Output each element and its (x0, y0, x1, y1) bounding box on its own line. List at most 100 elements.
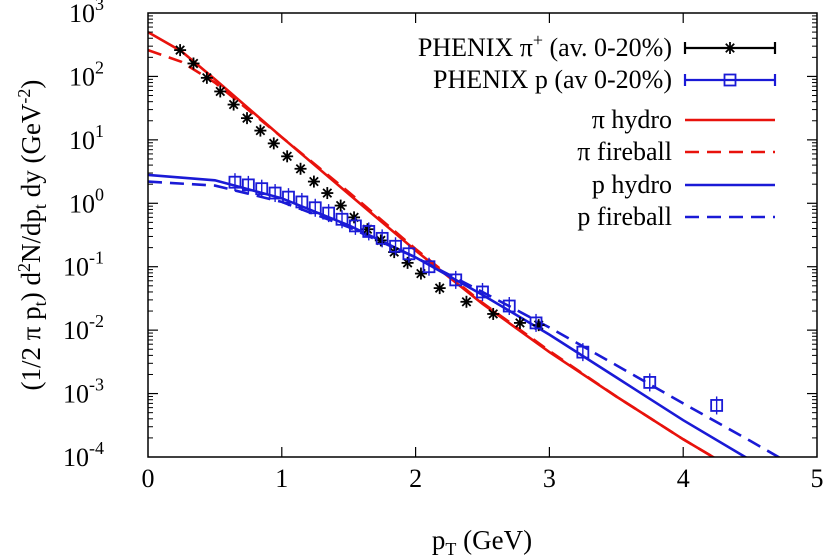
proton-data-point (335, 212, 349, 226)
legend-label-pi-data: PHENIX π+ (av. 0-20%) (418, 30, 672, 62)
x-tick-label: 0 (142, 464, 155, 493)
star-stroke (725, 43, 735, 53)
y-tick-label: 10-2 (63, 311, 104, 345)
proton-data-point (241, 178, 255, 192)
x-tick-label: 1 (275, 464, 288, 493)
legend-label-pi-data-sup: + (533, 30, 543, 50)
proton-data-point (308, 201, 322, 215)
star-stroke (322, 188, 333, 198)
pi-data-point (513, 316, 526, 329)
proton-data-point (449, 273, 463, 287)
proton-data-point (375, 231, 389, 245)
y-tick-label: 10-4 (63, 438, 104, 472)
y-label-b: t (30, 301, 50, 306)
x-tick-label: 4 (677, 464, 690, 493)
pi-data-point (241, 112, 254, 125)
y-label-d: 2 (14, 263, 34, 272)
pi-data-point (321, 187, 334, 200)
pi-data-point (460, 295, 473, 308)
pi-data-point (414, 267, 427, 280)
y-ticks: 10-4 10-3 10-2 10-1 100 101 102 103 (63, 0, 817, 472)
pi-data-point (294, 162, 307, 175)
star-stroke (295, 163, 306, 174)
proton-data-point (348, 219, 362, 233)
legend-sample-square (723, 73, 737, 87)
y-tick-label: 103 (69, 0, 104, 28)
proton-data-point (228, 175, 242, 189)
y-label-i: ) (16, 80, 46, 89)
x-axis-label-rest: (GeV) (456, 525, 532, 555)
series-curve-0 (148, 30, 716, 457)
y-label-h: -2 (14, 89, 34, 104)
pi-data-point (433, 282, 446, 295)
star-stroke (175, 45, 185, 55)
star-stroke (282, 151, 292, 162)
star-stroke (188, 58, 199, 69)
pi-data-point (214, 85, 227, 98)
star-stroke (434, 283, 445, 293)
y-tick-label: 10-3 (63, 375, 104, 409)
y-tick-label: 10-1 (63, 248, 104, 282)
y-label-e: N/dp (16, 209, 46, 263)
x-tick-label: 2 (409, 464, 422, 493)
legend: PHENIX π+ (av. 0-20%) PHENIX p (av 0-20%… (418, 30, 777, 231)
proton-data-point (476, 285, 489, 299)
proton-data-point (643, 376, 657, 389)
legend-label-p-data: PHENIX p (av 0-20%) (433, 65, 672, 94)
legend-label-pi-hydro: π hydro (592, 105, 672, 134)
proton-data-point (362, 225, 376, 238)
pi-data-point (200, 71, 213, 84)
pi-data-point (487, 307, 500, 320)
x-axis-label: pT (GeV) (432, 525, 532, 557)
y-label-g: dy (GeV (16, 103, 46, 204)
star-stroke (515, 318, 525, 328)
pi-data-point (254, 124, 267, 137)
legend-label-pi-data-rest: (av. 0-20%) (543, 33, 672, 62)
proton-data-point (255, 182, 269, 196)
star-stroke (255, 125, 266, 136)
x-ticks: 0 1 2 3 4 5 (142, 13, 824, 493)
pi-data-point (174, 44, 187, 57)
pi-data-point (334, 199, 347, 212)
y-tick-label: 101 (69, 121, 104, 155)
legend-label-pi-data-main: PHENIX π (418, 33, 533, 62)
star-stroke (202, 73, 212, 83)
star-stroke (268, 138, 279, 149)
points-layer (174, 44, 724, 415)
star-stroke (242, 113, 252, 123)
x-axis-label-main: p (432, 525, 446, 555)
x-tick-label: 5 (811, 464, 824, 493)
pi-data-point (267, 137, 280, 150)
y-tick-label: 100 (69, 184, 104, 218)
proton-data-point (422, 260, 436, 274)
legend-sample-star (724, 42, 736, 54)
proton-data-point (576, 345, 590, 359)
proton-data-point (295, 195, 309, 209)
x-axis-label-sub: T (445, 539, 456, 557)
legend-label-p-fireball: p fireball (577, 202, 672, 231)
proton-data-point (402, 247, 416, 261)
proton-data-point (268, 186, 282, 200)
star-stroke (488, 309, 499, 319)
proton-data-point (282, 190, 295, 204)
pi-data-point (227, 98, 240, 111)
proton-data-point (529, 316, 543, 330)
legend-label-pi-fireball: π fireball (577, 137, 672, 166)
star-stroke (215, 86, 226, 97)
proton-data-point (502, 299, 516, 313)
proton-data-point (389, 239, 402, 253)
x-tick-label: 3 (543, 464, 556, 493)
y-label-f: t (30, 204, 50, 209)
y-label-c: ) d (16, 272, 46, 302)
star-stroke (309, 176, 319, 187)
star-stroke (335, 200, 346, 211)
pi-data-point (187, 57, 200, 70)
star-stroke (461, 296, 472, 307)
plot-frame (147, 12, 818, 458)
proton-data-point (710, 399, 724, 412)
star-stroke (228, 99, 239, 110)
y-label-a: (1/2 π p (16, 306, 46, 390)
curves-layer (148, 30, 782, 457)
series-curve-1 (148, 48, 716, 457)
